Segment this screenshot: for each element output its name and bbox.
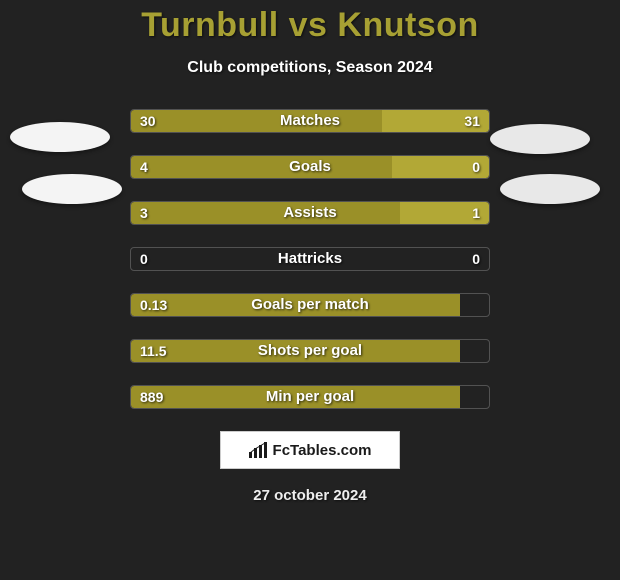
title-player1: Turnbull xyxy=(141,6,278,44)
stat-label: Goals per match xyxy=(130,293,490,317)
club-badge-placeholder xyxy=(490,124,590,154)
stat-label: Hattricks xyxy=(130,247,490,271)
date-text: 27 october 2024 xyxy=(0,487,620,504)
stat-row: 0.13Goals per match xyxy=(130,293,490,317)
stat-row: 00Hattricks xyxy=(130,247,490,271)
page-title: Turnbull vs Knutson xyxy=(0,0,620,45)
stats-container: 3031Matches 40Goals 31Assists 00Hattricks 0.… xyxy=(0,109,620,409)
stat-label: Min per goal xyxy=(130,385,490,409)
brand-text: FcTables.com xyxy=(273,442,372,459)
title-player2: Knutson xyxy=(337,6,478,44)
brand-badge: FcTables.com xyxy=(220,431,400,469)
stat-label: Shots per goal xyxy=(130,339,490,363)
subtitle: Club competitions, Season 2024 xyxy=(0,59,620,77)
club-badge-placeholder xyxy=(22,174,122,204)
stat-row: 3031Matches xyxy=(130,109,490,133)
club-badge-placeholder xyxy=(500,174,600,204)
club-badge-placeholder xyxy=(10,122,110,152)
stat-label: Assists xyxy=(130,201,490,225)
title-vs: vs xyxy=(289,6,328,44)
stat-row: 11.5Shots per goal xyxy=(130,339,490,363)
stat-label: Goals xyxy=(130,155,490,179)
stat-row: 31Assists xyxy=(130,201,490,225)
stat-label: Matches xyxy=(130,109,490,133)
stat-row: 889Min per goal xyxy=(130,385,490,409)
stat-row: 40Goals xyxy=(130,155,490,179)
chart-icon xyxy=(249,442,269,458)
